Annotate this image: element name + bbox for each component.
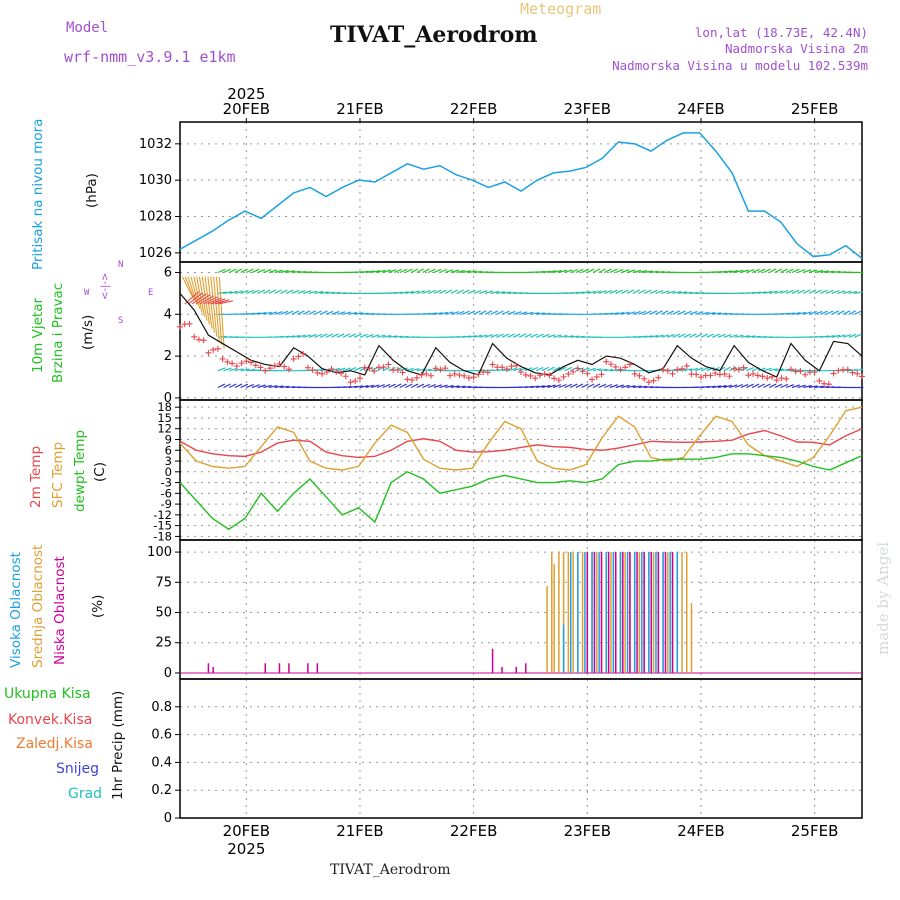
wind-barb-row-4	[217, 289, 864, 294]
pressure-series-line	[179, 132, 863, 259]
wind-gust-marks	[177, 320, 865, 388]
model-name: wrf-nmm_v3.9.1 e1km	[64, 48, 236, 66]
compass-e: E	[148, 288, 154, 298]
ytick-label-precip-4: 0.8	[151, 700, 172, 715]
wind-barb-row-5	[217, 268, 864, 274]
dewpoint-line	[179, 453, 863, 531]
ytick-label-cloud-1: 25	[155, 636, 172, 651]
bottom-year-label: 2025	[227, 840, 265, 858]
ytick-label-temperature-0: -18	[153, 529, 172, 543]
ytick-label-temperature-1: -15	[153, 519, 172, 533]
top-day-label-0: 20FEB	[223, 100, 270, 118]
precip-freezing-label: Zaledj.Kisa	[16, 736, 93, 752]
ytick-label-cloud-3: 75	[155, 575, 172, 590]
ytick-label-precip-1: 0.2	[151, 783, 172, 798]
ytick-label-temperature-4: -6	[161, 486, 172, 500]
ytick-label-pressure-2: 1030	[139, 173, 172, 188]
ytick-label-wind-3: 6	[164, 265, 172, 280]
panel-frame-precip	[179, 678, 863, 819]
ytick-label-temperature-9: 9	[165, 432, 172, 446]
ytick-label-wind-0: 0	[164, 391, 172, 406]
temp-2m-line	[179, 428, 863, 459]
ytick-label-pressure-0: 1026	[139, 246, 172, 261]
panel-frame-wind	[179, 261, 863, 401]
ytick-label-precip-3: 0.6	[151, 728, 172, 743]
precip-convective-label: Konvek.Kisa	[8, 712, 93, 728]
bottom-day-label-5: 25FEB	[791, 822, 838, 840]
ytick-label-temperature-10: 12	[157, 422, 172, 436]
ytick-label-wind-2: 4	[164, 307, 172, 322]
wind-barb-row-2	[217, 333, 862, 338]
wind-barb-row-0	[217, 383, 864, 389]
ytick-label-temperature-6: 0	[165, 465, 172, 479]
ytick-label-temperature-8: 6	[165, 443, 172, 457]
top-year-label: 2025	[227, 85, 265, 103]
chart-title: TIVAT_Aerodrom	[330, 22, 538, 48]
ytick-label-wind-1: 2	[164, 349, 172, 364]
bottom-day-label-4: 24FEB	[677, 822, 724, 840]
top-day-label-5: 25FEB	[791, 100, 838, 118]
ytick-label-pressure-1: 1028	[139, 210, 172, 225]
ytick-label-cloud-2: 50	[155, 606, 172, 621]
ytick-label-cloud-4: 100	[147, 545, 172, 560]
ytick-label-cloud-0: 0	[164, 666, 172, 681]
precip-total-label: Ukupna Kisa	[4, 686, 91, 702]
top-day-label-1: 21FEB	[336, 100, 383, 118]
model-elevation-label: Nadmorska Visina u modelu 102.539m	[612, 58, 868, 73]
top-day-label-3: 23FEB	[564, 100, 611, 118]
bottom-day-label-3: 23FEB	[564, 822, 611, 840]
model-label: Model	[66, 20, 109, 36]
wind-early-fan-red	[184, 291, 233, 305]
panel-frame-temperature	[179, 399, 863, 541]
top-day-label-4: 24FEB	[677, 100, 724, 118]
meteogram-label: Meteogram	[520, 0, 602, 18]
bottom-day-label-2: 22FEB	[450, 822, 497, 840]
ytick-label-pressure-3: 1032	[139, 137, 172, 152]
compass-w: W	[84, 288, 90, 298]
bottom-station-label: TIVAT_Aerodrom	[330, 862, 451, 878]
ytick-label-temperature-5: -3	[161, 476, 172, 490]
compass-n: N	[118, 260, 124, 270]
bottom-day-label-0: 20FEB	[223, 822, 270, 840]
wind-speed-line	[179, 292, 863, 378]
ytick-label-precip-2: 0.4	[151, 755, 172, 770]
ytick-label-temperature-11: 15	[157, 411, 172, 425]
compass-s: S	[118, 316, 124, 326]
ytick-label-precip-0: 0	[164, 811, 172, 826]
panel-frame-cloud	[179, 539, 863, 680]
ytick-label-temperature-12: 18	[157, 400, 172, 414]
bottom-day-label-1: 21FEB	[336, 822, 383, 840]
temp-sfc-line	[179, 406, 863, 471]
panel-frame-pressure	[179, 121, 863, 263]
precip-snow-label: Snijeg	[56, 761, 100, 777]
lonlat-label: lon,lat (18.73E, 42.4N)	[694, 25, 868, 40]
top-day-label-2: 22FEB	[450, 100, 497, 118]
precip-graupel-label: Grad	[68, 786, 103, 802]
ytick-label-temperature-2: -12	[153, 508, 172, 522]
ytick-label-temperature-3: -9	[161, 497, 172, 511]
ytick-label-temperature-7: 3	[165, 454, 172, 468]
elevation-label: Nadmorska Visina 2m	[725, 41, 868, 56]
wind-barb-row-3	[217, 310, 862, 315]
